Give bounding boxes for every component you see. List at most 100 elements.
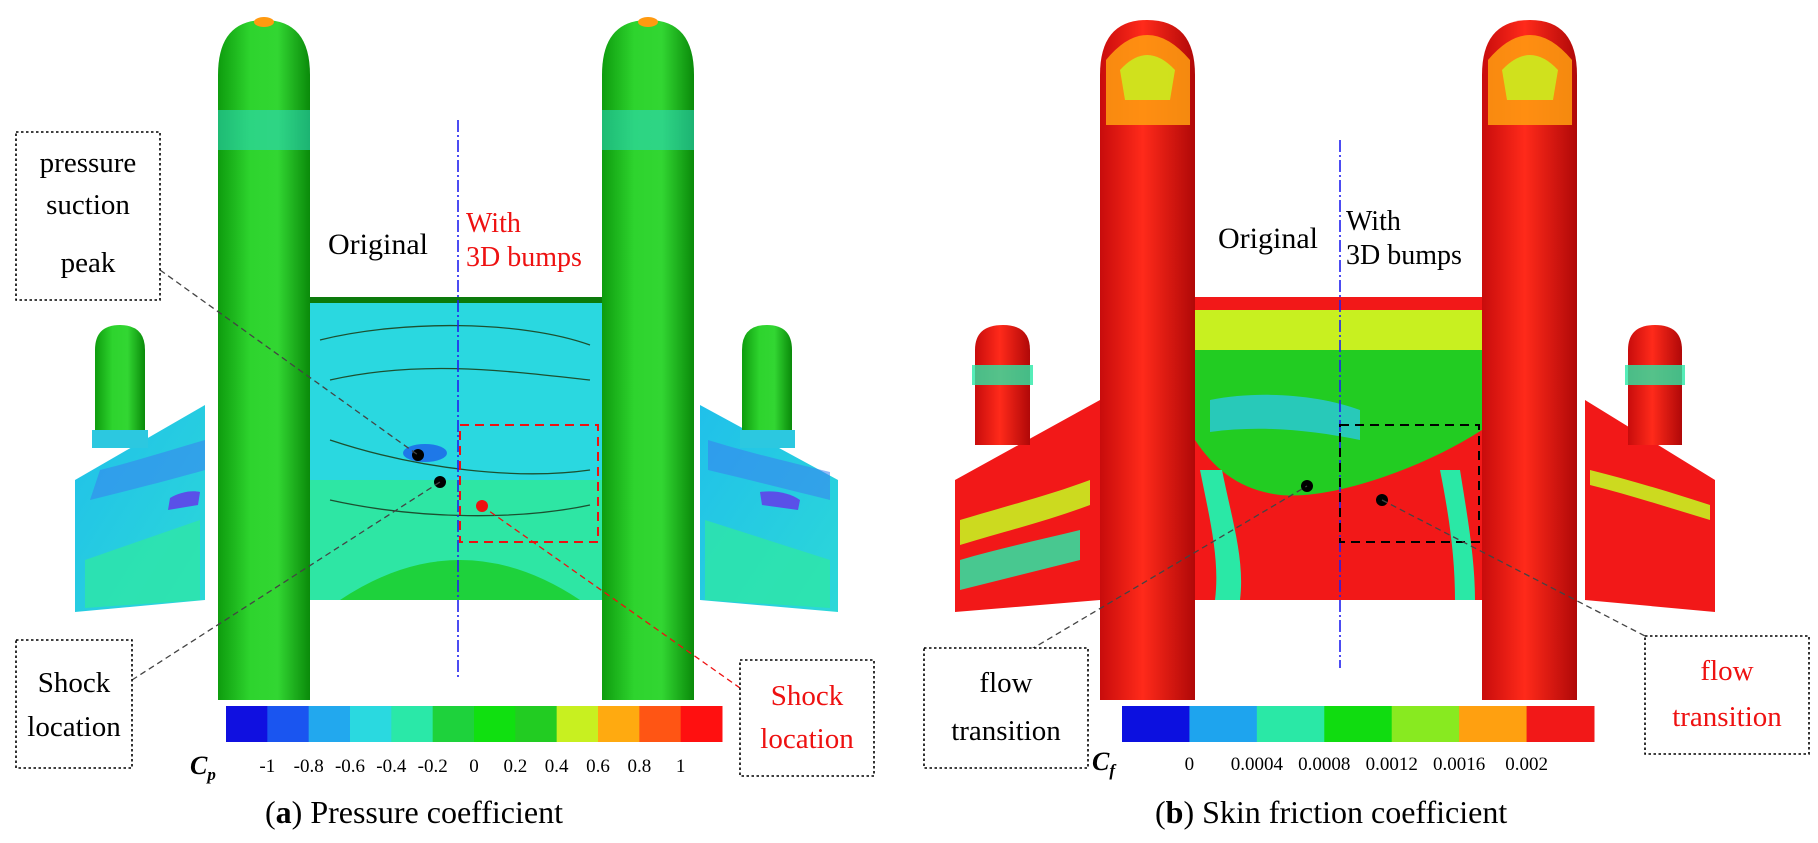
left-boom	[218, 20, 310, 700]
right-wing-b-band	[1590, 470, 1710, 520]
anno-transition-original-line-1: flow	[979, 667, 1032, 699]
label-with-a: With	[466, 208, 521, 239]
legend-swatch	[1256, 706, 1325, 742]
legend-symbol-cf-sub: f	[1109, 761, 1117, 780]
right-boom-b	[1482, 20, 1577, 700]
legend-swatch	[432, 706, 475, 742]
legend-symbol-cf: Cf	[1092, 747, 1117, 780]
caption-b-text: Skin friction coefficient	[1202, 794, 1507, 830]
legend-swatch	[391, 706, 434, 742]
leader-shock-original	[131, 481, 441, 681]
legend-tick-label: 0.2	[503, 756, 527, 777]
anno-shock-bumps-line-1: Shock	[771, 680, 844, 712]
legend-cf: 0 0.0004 0.0008 0.0012 0.0016 0.002	[1122, 706, 1595, 775]
legend-tick-label: -0.4	[376, 756, 407, 777]
label-with-b: With	[1346, 206, 1401, 237]
left-wing-trailing	[85, 520, 200, 608]
right-boom-band	[602, 110, 694, 150]
left-wing-peak	[168, 491, 200, 510]
caption-b-paren-close: )	[1183, 794, 1202, 830]
left-engine-band	[92, 430, 148, 448]
legend-swatch	[515, 706, 558, 742]
panel-a-aircraft	[75, 17, 838, 700]
legend-tick-label: -0.6	[335, 756, 365, 777]
legend-swatch	[680, 706, 723, 742]
suction-peak-region	[403, 444, 447, 462]
anno-transition-bumps-line-2: transition	[1672, 701, 1782, 733]
legend-swatch	[1122, 706, 1190, 742]
anno-shock-a-line-1: Shock	[38, 667, 111, 699]
anno-box-suction-peak	[15, 131, 161, 301]
left-boom-band	[218, 110, 310, 150]
center-wing-b-yellow	[1195, 310, 1482, 350]
anno-shock-bumps-line-2: location	[760, 723, 854, 755]
right-boom-nose	[638, 17, 658, 27]
legend-swatch	[1526, 706, 1595, 742]
anno-box-shock-bumps	[739, 659, 875, 777]
legend-swatch	[474, 706, 516, 742]
legend-swatch	[1189, 706, 1258, 742]
right-wing-b	[1585, 400, 1715, 612]
caption-b-letter: b	[1166, 794, 1184, 830]
legend-cp: -1 -0.8 -0.6 -0.4 -0.2 0 0.2 0.4 0.6 0.8 1	[226, 706, 723, 777]
legend-tick-label: -1	[259, 756, 275, 777]
legend-swatch	[267, 706, 310, 742]
legend-tick-label: 0.4	[545, 756, 569, 777]
right-engine	[742, 325, 792, 445]
left-wing-b-band2	[960, 530, 1080, 590]
shock-point-original	[434, 476, 446, 488]
panel-b-aircraft	[955, 20, 1715, 700]
caption-a-text: Pressure coefficient	[310, 794, 563, 830]
left-engine	[95, 325, 145, 445]
legend-tick-label: 0.6	[586, 756, 610, 777]
anno-box-shock-a	[15, 639, 133, 769]
legend-symbol-cf-main: C	[1092, 747, 1110, 776]
legend-swatch	[639, 706, 682, 742]
anno-box-transition-bumps	[1644, 635, 1810, 755]
suction-peak-point	[412, 449, 424, 461]
caption-b-paren-open: (	[1155, 794, 1166, 830]
caption-a: (a) Pressure coefficient	[265, 794, 563, 830]
center-wing-b-cyan	[1210, 394, 1360, 440]
panel-a: Original With 3D bumps pressure suction …	[15, 17, 875, 830]
right-wing-trailing	[705, 520, 830, 608]
legend-tick-label: 0.0012	[1366, 754, 1418, 775]
label-original-a: Original	[328, 228, 428, 261]
left-wing-suction	[90, 440, 205, 500]
center-wing-leading-edge	[310, 297, 602, 303]
leader-transition-original	[1029, 485, 1308, 651]
anno-box-transition-original	[923, 647, 1089, 769]
bump-region-box	[459, 424, 599, 543]
legend-tick-label: 0.002	[1505, 754, 1548, 775]
right-boom	[602, 20, 694, 700]
center-wing-aft-green	[340, 560, 580, 600]
right-wing-peak	[760, 491, 800, 510]
anno-suction-line-3: peak	[61, 247, 116, 279]
legend-tick-label: 1	[676, 756, 686, 777]
anno-transition-bumps-line-1: flow	[1700, 655, 1753, 687]
left-boom-nose	[254, 17, 274, 27]
anno-shock-a-line-2: location	[27, 711, 121, 743]
right-boom-b-nose-inner	[1502, 55, 1558, 100]
legend-swatch	[598, 706, 640, 742]
label-3d-bumps-a: 3D bumps	[466, 242, 582, 273]
legend-tick-label: 0.0008	[1298, 754, 1350, 775]
label-original-b: Original	[1218, 222, 1318, 255]
anno-suction-line-1: pressure	[40, 147, 137, 179]
center-wing-b-streak-left	[1200, 470, 1242, 600]
legend-symbol-cp-main: C	[190, 751, 208, 780]
legend-swatch	[1391, 706, 1460, 742]
anno-suction-line-2: suction	[46, 189, 130, 221]
label-3d-bumps-b: 3D bumps	[1346, 240, 1462, 271]
legend-swatch	[1459, 706, 1528, 742]
leader-suction-peak	[159, 269, 419, 456]
caption-a-letter: a	[276, 794, 292, 830]
center-wing-b-streak-right	[1440, 470, 1475, 600]
legend-tick-label: 0	[469, 756, 479, 777]
legend-tick-label: 0.0016	[1433, 754, 1485, 775]
panel-b: Original With 3D bumps flow transition f…	[923, 20, 1810, 830]
bump-region-box-b	[1339, 424, 1480, 543]
left-engine-b-band	[972, 365, 1033, 385]
legend-tick-label: 0.0004	[1231, 754, 1284, 775]
